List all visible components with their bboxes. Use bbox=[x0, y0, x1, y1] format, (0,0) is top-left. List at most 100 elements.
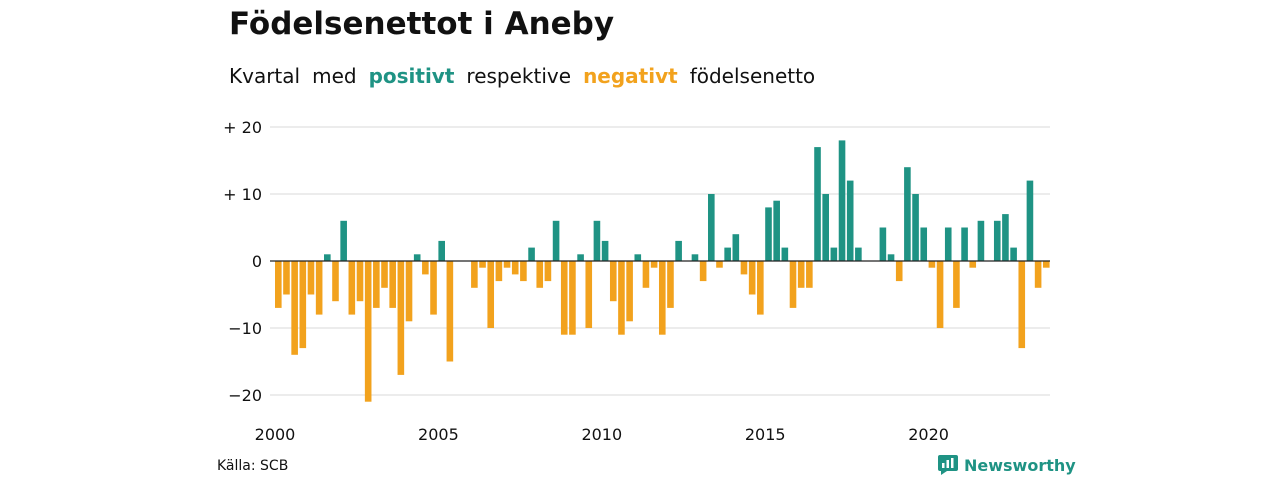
chart-bar bbox=[405, 261, 413, 322]
chart-bar bbox=[585, 261, 593, 328]
y-tick-label: −20 bbox=[228, 386, 262, 405]
chart-bar bbox=[479, 261, 486, 268]
chart-bar bbox=[757, 261, 764, 315]
chart-bar bbox=[609, 261, 617, 302]
chart-bar bbox=[846, 180, 854, 261]
chart-bar bbox=[740, 261, 748, 275]
chart-bar bbox=[422, 261, 429, 275]
chart-bar bbox=[520, 261, 527, 282]
chart-bar bbox=[373, 261, 380, 308]
chart-bar bbox=[618, 261, 625, 335]
chart-bar bbox=[324, 254, 331, 261]
chart-bar bbox=[438, 240, 445, 261]
chart-bar bbox=[887, 254, 895, 261]
chart-bar bbox=[544, 261, 552, 282]
chart-bar bbox=[1002, 214, 1009, 261]
chart-bar bbox=[977, 220, 985, 261]
chart-bar bbox=[904, 167, 911, 261]
chart-bar bbox=[667, 261, 674, 308]
chart-bar bbox=[389, 261, 396, 308]
x-tick-label: 2010 bbox=[581, 425, 622, 444]
chart-bar bbox=[830, 247, 838, 261]
chart-bar bbox=[307, 261, 315, 295]
chart-bar bbox=[928, 261, 936, 268]
chart-bar bbox=[822, 194, 829, 261]
chart-bar bbox=[1042, 261, 1050, 268]
brand-name: Newsworthy bbox=[964, 455, 1076, 475]
chart-bar bbox=[748, 261, 756, 295]
y-tick-label: + 10 bbox=[223, 185, 262, 204]
chart-bar bbox=[536, 261, 544, 288]
chart-bar bbox=[969, 261, 977, 268]
chart-bar bbox=[895, 261, 903, 282]
chart-bar bbox=[806, 261, 813, 288]
chart-bar bbox=[642, 261, 650, 288]
chart-bar bbox=[765, 207, 772, 261]
chart-bar bbox=[993, 220, 1001, 261]
chart-bar bbox=[503, 261, 511, 268]
chart-bar bbox=[397, 261, 405, 375]
chart-bar bbox=[552, 220, 560, 261]
chart-bar bbox=[838, 140, 846, 261]
chart-bar bbox=[953, 261, 960, 308]
chart-bar bbox=[446, 261, 454, 362]
y-tick-label: 0 bbox=[252, 252, 262, 271]
chart-bar bbox=[471, 261, 478, 288]
chart-bar bbox=[650, 261, 658, 268]
chart-bar bbox=[332, 261, 339, 302]
chart-bar bbox=[487, 261, 495, 328]
chart-bar bbox=[495, 261, 503, 282]
chart-bar bbox=[658, 261, 666, 335]
subtitle-word: födelsenetto bbox=[689, 64, 816, 88]
chart-bar bbox=[797, 261, 805, 288]
chart-bar bbox=[781, 247, 789, 261]
subtitle-word: Kvartal bbox=[229, 64, 301, 88]
chart-bar bbox=[601, 240, 609, 261]
chart-bar bbox=[708, 194, 715, 261]
y-tick-label: + 20 bbox=[223, 118, 262, 137]
chart-bar bbox=[944, 227, 952, 261]
chart-bar bbox=[634, 254, 642, 261]
chart-bar bbox=[315, 261, 323, 315]
chart-bar bbox=[912, 194, 919, 261]
chart-bar bbox=[699, 261, 707, 282]
chart-bar bbox=[299, 261, 307, 349]
brand-logo: Newsworthy bbox=[938, 455, 1076, 475]
chart-title: Födelsenettot i Aneby bbox=[229, 6, 615, 42]
chart-bar bbox=[364, 261, 372, 402]
chart-bar bbox=[814, 147, 821, 261]
chart-bar bbox=[283, 261, 290, 295]
chart-bar bbox=[691, 254, 699, 261]
subtitle-word: med bbox=[312, 64, 357, 88]
chart-bar bbox=[430, 261, 437, 315]
chart-bar bbox=[413, 254, 421, 261]
newsworthy-logo-icon bbox=[938, 455, 958, 475]
chart-bar bbox=[716, 261, 723, 268]
chart-bar bbox=[920, 227, 928, 261]
chart-bar bbox=[724, 247, 731, 261]
chart-bar bbox=[511, 261, 519, 275]
chart-subtitle: Kvartal med positivt respektive negativt föde… bbox=[229, 64, 827, 88]
chart-bar bbox=[1026, 180, 1034, 261]
chart-bar bbox=[732, 234, 740, 261]
chart-bar bbox=[577, 254, 584, 261]
x-tick-label: 2000 bbox=[255, 425, 296, 444]
chart-bar bbox=[528, 247, 535, 261]
chart-bar bbox=[1018, 261, 1026, 349]
chart-bar bbox=[879, 227, 887, 261]
subtitle-word: respektive bbox=[466, 64, 572, 88]
chart-bar bbox=[855, 247, 862, 261]
chart-bar bbox=[381, 261, 388, 288]
chart-bar bbox=[560, 261, 568, 335]
chart-bar bbox=[961, 227, 968, 261]
chart-bar bbox=[340, 220, 347, 261]
x-tick-label: 2020 bbox=[908, 425, 949, 444]
chart-bar bbox=[593, 220, 601, 261]
source-label: Källa: SCB bbox=[217, 458, 289, 474]
subtitle-positive: positivt bbox=[368, 64, 455, 88]
chart-bar bbox=[789, 261, 797, 308]
chart-bar bbox=[1010, 247, 1017, 261]
chart-bar bbox=[348, 261, 356, 315]
subtitle-negative: negativt bbox=[583, 64, 678, 88]
x-tick-label: 2005 bbox=[418, 425, 459, 444]
